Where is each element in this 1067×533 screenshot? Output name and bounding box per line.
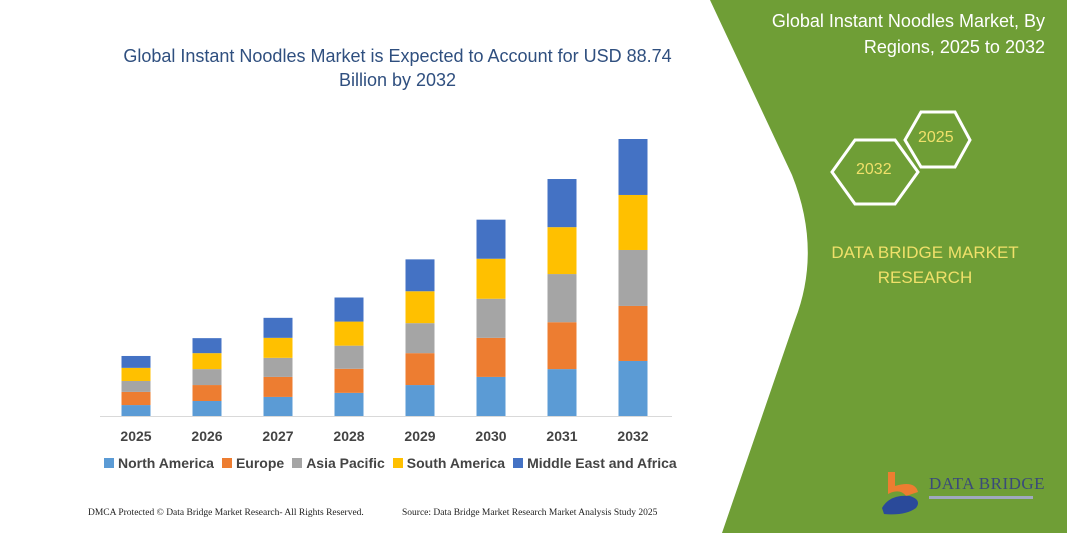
brand-text: DATA BRIDGE MARKET RESEARCH xyxy=(831,243,1019,287)
legend-swatch xyxy=(104,458,114,468)
legend-label: North America xyxy=(118,455,214,471)
bar-segment-2030-north-america xyxy=(476,376,506,416)
bar-segment-2032-europe xyxy=(618,305,648,361)
data-bridge-logo-icon xyxy=(882,472,918,515)
hex-label-2032: 2032 xyxy=(856,161,892,178)
bar-segment-2030-middle-east-and-africa xyxy=(476,219,506,259)
hexagon-2032 xyxy=(830,138,920,206)
chart-title: Global Instant Noodles Market is Expecte… xyxy=(123,46,672,90)
bar-segment-2032-north-america xyxy=(618,360,648,416)
bar-segment-2028-south-america xyxy=(334,321,364,346)
logo-text: DATA BRIDGE xyxy=(929,474,1046,493)
chart-legend: North America Europe Asia Pacific South Ame… xyxy=(104,455,677,471)
bar-segment-2031-middle-east-and-africa xyxy=(547,179,577,228)
bar-segment-2026-asia-pacific xyxy=(192,369,222,386)
hexagon-2025 xyxy=(903,110,972,169)
green-panel xyxy=(710,0,1067,533)
bar-segment-2029-europe xyxy=(405,353,435,386)
x-tick-label: 2028 xyxy=(333,428,364,444)
bar-segment-2027-europe xyxy=(263,376,293,397)
x-tick-label: 2027 xyxy=(262,428,293,444)
bar-segment-2026-europe xyxy=(192,385,222,401)
bar-segment-2026-middle-east-and-africa xyxy=(192,338,222,354)
panel-title: Global Instant Noodles Market, By Region… xyxy=(771,11,1045,57)
bar-segment-2025-middle-east-and-africa xyxy=(121,355,151,368)
bar-segment-2032-asia-pacific xyxy=(618,249,648,306)
bar-segment-2025-north-america xyxy=(121,405,151,416)
legend-item: Europe xyxy=(221,455,285,471)
bar-segment-2025-europe xyxy=(121,391,151,406)
x-tick-label: 2031 xyxy=(546,428,577,444)
legend-item: South America xyxy=(392,455,506,471)
legend-swatch xyxy=(392,458,403,468)
legend-swatch xyxy=(221,458,232,468)
legend-swatch xyxy=(292,458,303,468)
legend-label: Asia Pacific xyxy=(306,455,385,471)
bar-segment-2028-north-america xyxy=(334,392,364,416)
bar-segment-2031-north-america xyxy=(547,369,577,416)
bar-segment-2032-south-america xyxy=(618,194,648,250)
logo-tagline-bar xyxy=(929,496,1033,499)
legend-label: Europe xyxy=(235,455,285,471)
footer-source: Source: Data Bridge Market Research Mark… xyxy=(402,508,658,518)
bar-segment-2026-south-america xyxy=(192,353,222,370)
bar-segment-2029-middle-east-and-africa xyxy=(405,259,435,292)
x-tick-label: 2029 xyxy=(404,428,435,444)
bar-segment-2031-south-america xyxy=(547,227,577,275)
x-tick-label: 2032 xyxy=(617,428,648,444)
legend-item: Asia Pacific xyxy=(292,455,385,471)
x-tick-label: 2025 xyxy=(120,428,151,444)
bar-segment-2027-asia-pacific xyxy=(263,357,293,377)
bar-segment-2030-europe xyxy=(476,337,506,377)
bar-segment-2028-asia-pacific xyxy=(334,345,364,369)
legend-swatch xyxy=(513,458,524,468)
x-tick-label: 2026 xyxy=(191,428,222,444)
legend-item: Middle East and Africa xyxy=(513,455,677,471)
bar-segment-2029-north-america xyxy=(405,385,435,416)
stacked-bar-chart: 2025 2026 2027 2028 2029 2030 2031 2032 xyxy=(100,139,672,444)
footer-copyright: DMCA Protected © Data Bridge Market Rese… xyxy=(88,508,364,518)
bar-segment-2029-south-america xyxy=(405,291,435,324)
bar-segment-2025-asia-pacific xyxy=(121,380,151,392)
bar-segment-2027-middle-east-and-africa xyxy=(263,317,293,338)
bar-segment-2026-north-america xyxy=(192,400,222,416)
bar-segment-2027-south-america xyxy=(263,337,293,358)
bar-segment-2030-asia-pacific xyxy=(476,298,506,338)
bar-segment-2031-europe xyxy=(547,322,577,370)
bar-segment-2025-south-america xyxy=(121,367,151,381)
bar-segment-2032-middle-east-and-africa xyxy=(618,139,648,195)
x-tick-label: 2030 xyxy=(475,428,506,444)
bar-segment-2029-asia-pacific xyxy=(405,323,435,354)
legend-item: North America xyxy=(104,455,214,471)
bar-segment-2027-north-america xyxy=(263,396,293,416)
bar-segment-2030-south-america xyxy=(476,258,506,299)
bar-segment-2031-asia-pacific xyxy=(547,274,577,323)
bar-segment-2028-europe xyxy=(334,368,364,393)
legend-label: South America xyxy=(406,455,506,471)
hex-label-2025: 2025 xyxy=(918,129,954,146)
bar-segment-2028-middle-east-and-africa xyxy=(334,297,364,322)
legend-label: Middle East and Africa xyxy=(527,455,677,471)
